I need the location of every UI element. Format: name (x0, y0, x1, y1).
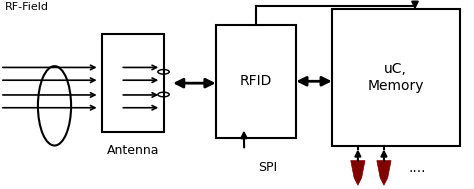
Text: RF-Field: RF-Field (5, 2, 49, 12)
Bar (332, 9, 460, 146)
Text: RFID: RFID (240, 74, 272, 88)
Bar (216, 25, 296, 138)
Text: ....: .... (409, 161, 426, 175)
Text: Antenna: Antenna (107, 144, 159, 157)
Bar (102, 34, 164, 132)
Text: uC,
Memory: uC, Memory (367, 62, 424, 93)
Text: SPI: SPI (258, 161, 277, 174)
Ellipse shape (38, 66, 71, 146)
Polygon shape (377, 161, 391, 185)
Polygon shape (351, 161, 365, 185)
